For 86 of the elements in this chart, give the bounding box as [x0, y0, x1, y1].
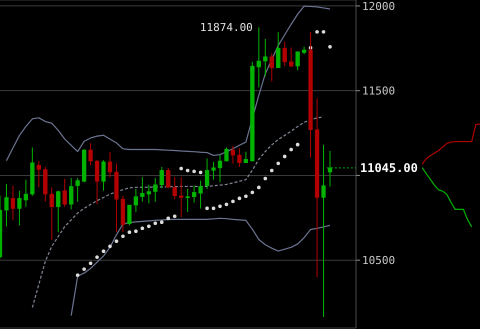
point [95, 255, 99, 259]
point [231, 200, 235, 204]
line-series [32, 116, 324, 308]
candlestick [276, 32, 280, 68]
point [114, 239, 118, 244]
candlestick [237, 148, 242, 168]
candlestick [230, 145, 236, 164]
candlestick [204, 158, 210, 190]
candlestick [108, 151, 112, 178]
point [179, 166, 183, 170]
candlestick [282, 41, 287, 67]
candlestick [211, 161, 216, 180]
point [296, 142, 300, 146]
point [166, 216, 170, 220]
candlestick [36, 160, 41, 188]
candlestick [50, 186, 54, 240]
point [134, 229, 138, 234]
point [102, 249, 106, 254]
candlestick [88, 142, 93, 166]
point [205, 206, 209, 210]
candlestick [10, 185, 16, 221]
candlestick [295, 51, 300, 71]
candlestick [62, 178, 67, 208]
candlestick [321, 144, 326, 318]
point [218, 204, 222, 208]
point [160, 220, 164, 224]
candlestick [185, 188, 190, 212]
point [315, 30, 319, 34]
point [250, 190, 254, 194]
point [76, 273, 80, 277]
point [140, 226, 144, 230]
point [198, 170, 202, 174]
y-tick-label: 11500 [362, 84, 396, 98]
candlestick [146, 184, 151, 204]
candlestick [166, 167, 170, 189]
point [238, 196, 242, 200]
candlestick [256, 26, 261, 88]
point [289, 148, 293, 152]
y-tick-label: 12000 [362, 0, 396, 13]
point [121, 234, 125, 238]
candlestick [127, 204, 132, 226]
point [192, 170, 196, 174]
candlestick [69, 177, 74, 210]
ref-line-label: 11045.00 [360, 160, 418, 175]
candlestick [192, 185, 196, 204]
annotation: 11874.00 [200, 21, 253, 34]
candlestick [101, 160, 106, 192]
candlestick [172, 176, 177, 200]
point [276, 162, 280, 166]
candlestick [263, 38, 268, 77]
point [257, 186, 261, 190]
point [108, 244, 112, 248]
candlestick [160, 166, 164, 189]
point [328, 44, 332, 49]
point [322, 30, 326, 34]
point [224, 202, 228, 206]
candlestick [198, 180, 203, 209]
candlestick [75, 177, 80, 202]
line-series [6, 6, 331, 162]
candlestick [94, 160, 100, 205]
point [88, 261, 92, 266]
candlestick [4, 183, 9, 227]
point [147, 224, 151, 228]
candlestick [289, 46, 294, 68]
candlestick [24, 179, 28, 208]
point [244, 194, 248, 198]
point [186, 168, 190, 172]
candlestick [244, 151, 248, 164]
point [270, 168, 274, 172]
point [153, 221, 158, 226]
candlestick [179, 176, 184, 218]
point [172, 214, 177, 218]
candlestick [270, 52, 274, 82]
candlestick [218, 154, 222, 183]
point [82, 267, 86, 271]
candlestick [134, 188, 138, 212]
candlestick [153, 177, 158, 202]
candlestick [224, 146, 229, 162]
y-tick-label: 10500 [362, 254, 396, 268]
candlestick [17, 190, 22, 226]
point [282, 154, 287, 158]
point [263, 176, 268, 180]
point [128, 230, 132, 234]
candlestick [140, 176, 145, 202]
candlestick [56, 190, 60, 233]
point [212, 206, 216, 210]
